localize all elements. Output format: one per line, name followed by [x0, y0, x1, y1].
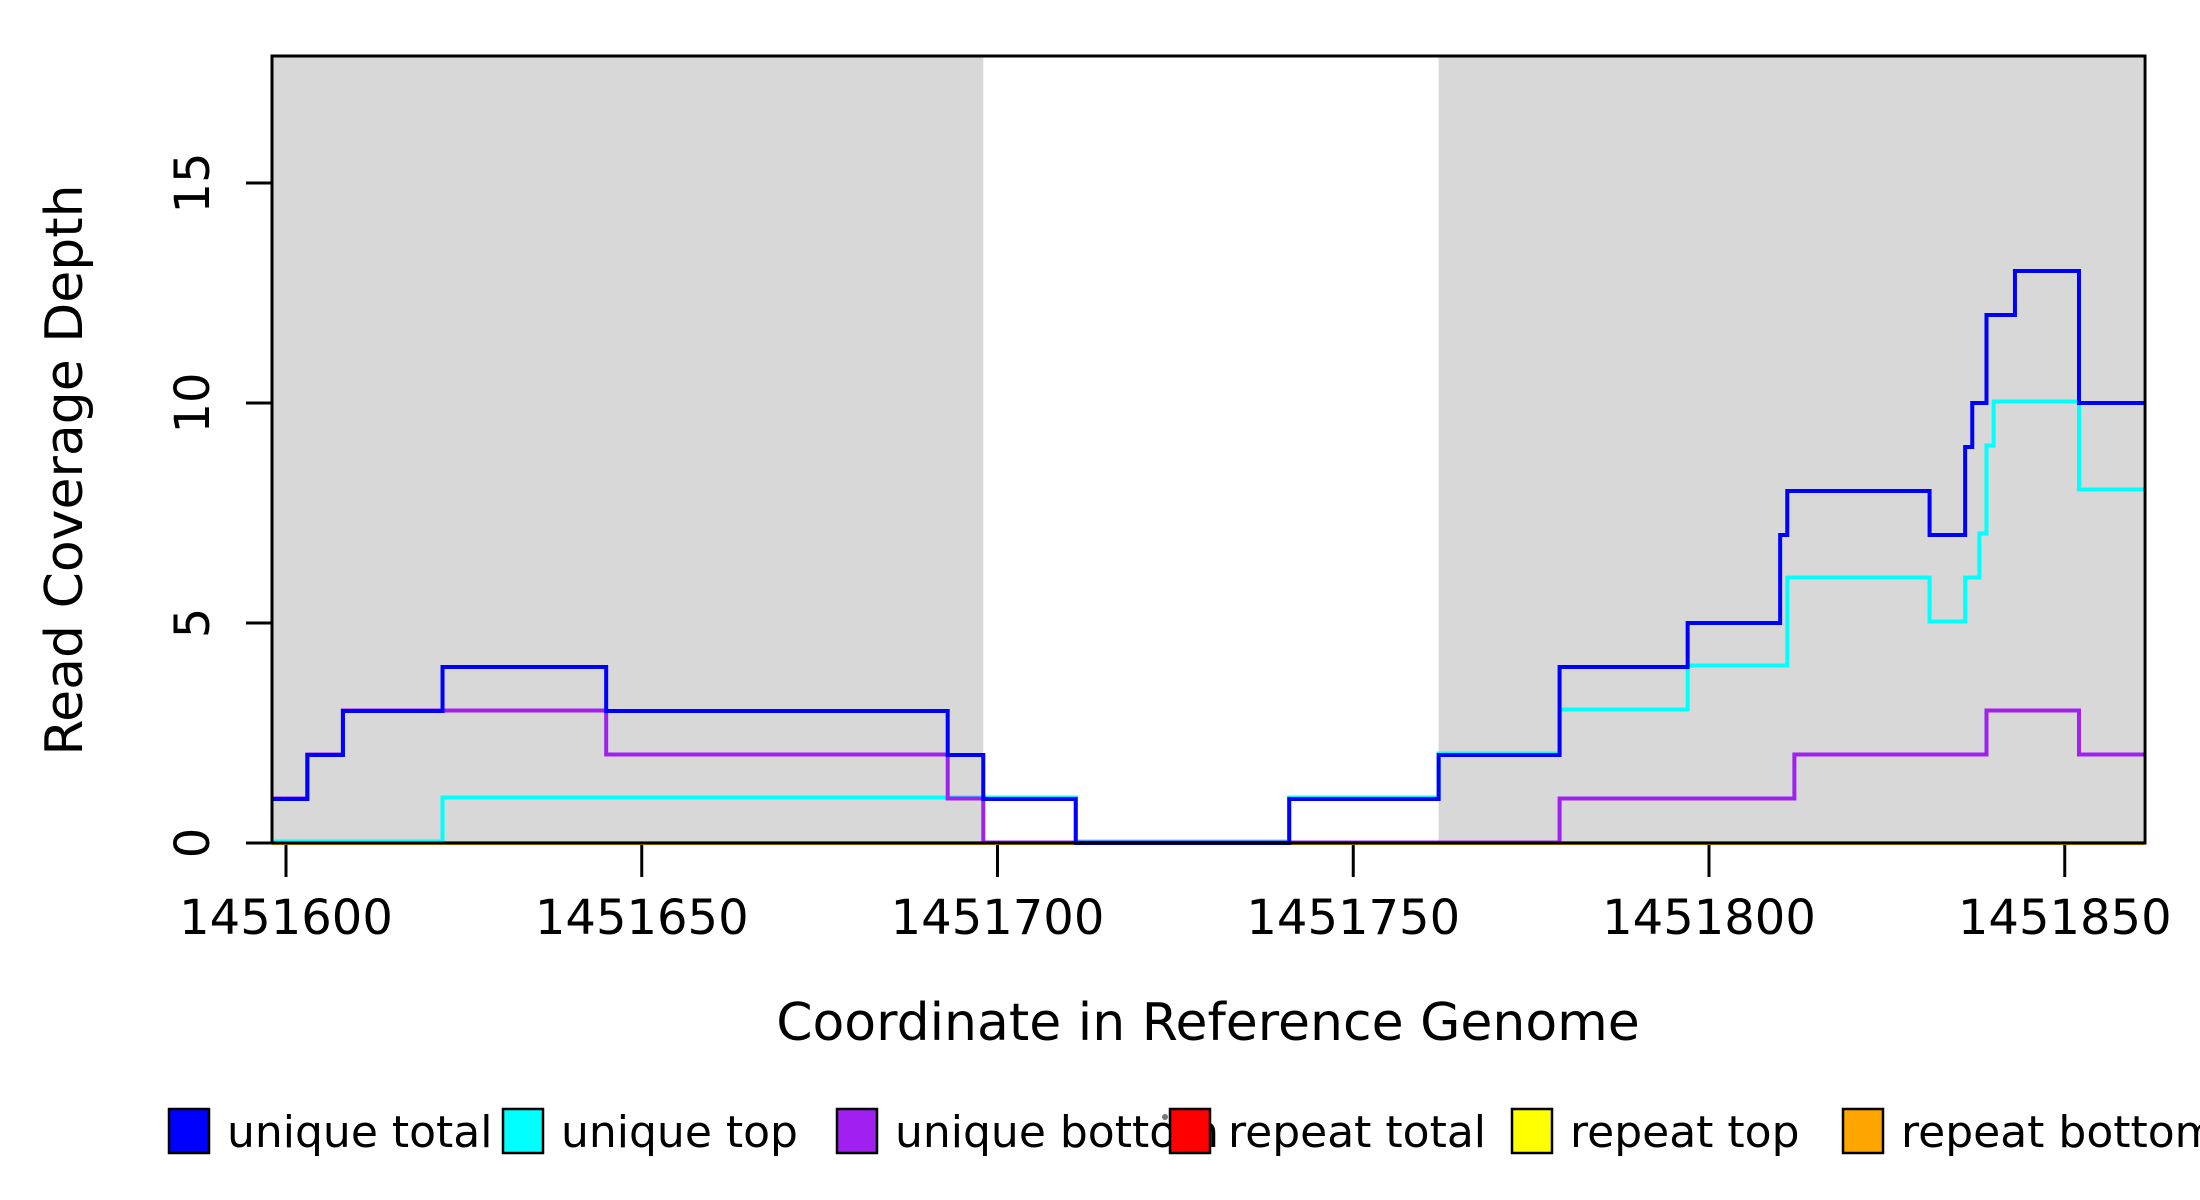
y-axis-ticks: [246, 181, 272, 845]
legend-item-repeat-bottom: repeat bottom: [1841, 1107, 2200, 1158]
y-axis-tick-labels: 0 5 10 15: [165, 152, 221, 858]
shaded-region: [1438, 56, 2144, 843]
series-line-unique-total: [272, 269, 2145, 845]
legend-swatch-unique-top: [501, 1107, 545, 1155]
stray-mark: [1162, 1114, 1168, 1120]
y-tick-label: 15: [165, 152, 221, 213]
x-axis-tick-labels: 1451600 1451650 1451700 1451750 1451800 14518…: [179, 890, 2172, 946]
x-axis-ticks: [284, 843, 2067, 877]
x-axis-title: Coordinate in Reference Genome: [776, 993, 1640, 1053]
legend-item-unique-top: unique top: [501, 1107, 798, 1158]
legend-label: unique top: [561, 1107, 798, 1158]
legend-swatch-unique-bottom: [835, 1107, 879, 1155]
plot-border: [270, 54, 2147, 845]
legend-item-repeat-top: repeat top: [1510, 1107, 1800, 1158]
legend-label: repeat total: [1228, 1107, 1486, 1158]
y-tick-label: 0: [165, 828, 221, 859]
x-tick-label: 1451750: [1246, 890, 1460, 946]
x-tick-label: 1451700: [891, 890, 1105, 946]
legend-label: unique total: [227, 1107, 492, 1158]
legend-label: repeat bottom: [1901, 1107, 2200, 1158]
y-tick-label: 10: [165, 372, 221, 433]
legend-label: unique bottom: [895, 1107, 1219, 1158]
x-tick-label: 1451650: [535, 890, 749, 946]
legend-item-unique-bottom: unique bottom: [835, 1107, 1219, 1158]
x-tick-label: 1451800: [1602, 890, 1816, 946]
y-axis-title: Read Coverage Depth: [35, 184, 95, 755]
legend-item-repeat-total: repeat total: [1168, 1107, 1486, 1158]
x-tick-label: 1451850: [1958, 890, 2172, 946]
y-tick-label: 5: [165, 608, 221, 639]
legend-swatch-repeat-bottom: [1841, 1107, 1885, 1155]
legend-swatch-repeat-top: [1510, 1107, 1554, 1155]
x-tick-label: 1451600: [179, 890, 393, 946]
legend-item-unique-total: unique total: [167, 1107, 492, 1158]
legend-swatch-unique-total: [167, 1107, 211, 1155]
shaded-region: [272, 56, 984, 843]
legend-swatch-repeat-total: [1168, 1107, 1212, 1155]
legend: unique total unique top unique bottom repea…: [167, 1107, 2200, 1158]
legend-label: repeat top: [1570, 1107, 1800, 1158]
